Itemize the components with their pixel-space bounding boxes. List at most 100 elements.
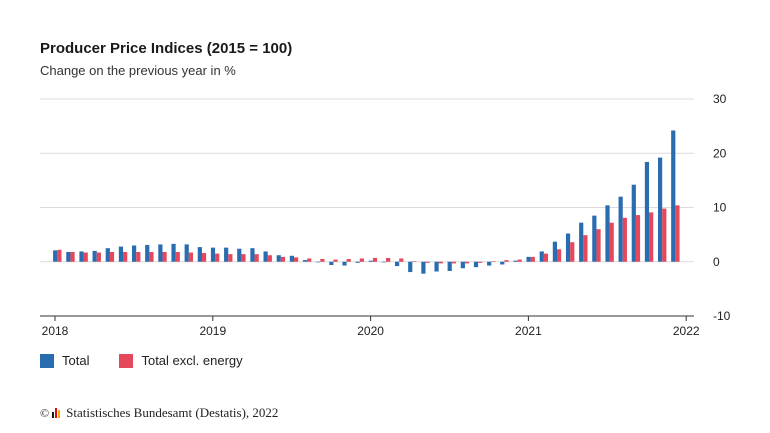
copyright-symbol: ©	[40, 405, 50, 420]
bar-total-excl-energy	[175, 251, 180, 262]
legend-item-excl-energy[interactable]: Total excl. energy	[119, 353, 243, 368]
bar-total	[395, 261, 400, 267]
bar-total	[579, 222, 584, 262]
legend-label-excl-energy: Total excl. energy	[141, 353, 243, 368]
bar-total-excl-energy	[649, 212, 654, 262]
x-tick-label: 2019	[199, 324, 226, 338]
legend-label-total: Total	[62, 353, 90, 368]
y-tick-label: 30	[713, 92, 727, 106]
bar-total-excl-energy	[491, 261, 496, 262]
bar-total-excl-energy	[399, 258, 404, 262]
bar-total-excl-energy	[201, 253, 207, 262]
bar-total-excl-energy	[478, 261, 483, 263]
x-tick-label: 2021	[515, 324, 542, 338]
bar-total-excl-energy	[241, 254, 246, 262]
bar-total-excl-energy	[570, 242, 575, 262]
bar-total-excl-energy	[254, 254, 259, 262]
bar-total	[53, 250, 58, 262]
bar-total	[618, 196, 623, 262]
bar-total-excl-energy	[386, 257, 391, 262]
bar-total	[644, 161, 650, 262]
destatis-logo-icon	[52, 408, 61, 418]
legend-swatch-total	[40, 353, 54, 368]
bar-total-excl-energy	[162, 251, 167, 262]
bar-total	[210, 247, 216, 262]
bar-total-excl-energy	[136, 251, 141, 262]
bar-total	[276, 255, 281, 262]
bar-total	[105, 248, 110, 262]
bar-total	[171, 243, 176, 262]
legend: Total Total excl. energy	[40, 353, 273, 368]
bar-total	[592, 215, 597, 262]
bar-total	[79, 251, 84, 262]
bar-total-excl-energy	[123, 251, 128, 262]
bar-total	[565, 233, 571, 262]
bar-total	[460, 261, 465, 269]
bar-total-excl-energy	[149, 251, 154, 262]
bar-total-excl-energy	[517, 259, 522, 262]
legend-item-total[interactable]: Total	[40, 353, 89, 368]
bar-total	[487, 261, 492, 266]
bar-total-excl-energy	[57, 249, 62, 262]
bar-total	[132, 245, 137, 262]
bar-total	[408, 261, 413, 273]
bar-total	[421, 261, 426, 274]
bar-total-excl-energy	[307, 258, 312, 262]
bar-total	[368, 260, 373, 262]
bar-total-excl-energy	[504, 260, 509, 262]
bar-total	[500, 261, 505, 265]
bar-total	[302, 260, 308, 262]
bar-total	[473, 261, 479, 268]
bar-total	[605, 205, 610, 262]
bar-total	[184, 244, 189, 262]
bar-total	[552, 241, 557, 262]
bar-total	[342, 261, 347, 266]
bar-total	[289, 255, 294, 262]
bar-total	[66, 251, 71, 262]
bar-total-excl-energy	[320, 259, 325, 262]
x-tick-label: 2018	[42, 324, 69, 338]
bar-total-excl-energy	[267, 255, 272, 262]
bar-total	[237, 248, 242, 262]
bar-total-excl-energy	[333, 259, 338, 262]
bar-total-excl-energy	[438, 261, 443, 264]
bar-total-excl-energy	[188, 252, 193, 262]
bar-total-excl-energy	[675, 205, 680, 262]
bar-total	[658, 157, 663, 262]
bar-total-excl-energy	[359, 258, 364, 262]
bar-total-excl-energy	[464, 261, 470, 264]
bar-total	[434, 261, 439, 272]
bar-total-excl-energy	[451, 261, 456, 264]
bar-total	[224, 247, 229, 262]
bar-total	[250, 248, 255, 262]
y-tick-label: -10	[713, 309, 731, 323]
y-tick-label: 0	[713, 255, 720, 269]
bar-total	[197, 247, 202, 262]
bar-total	[539, 251, 544, 262]
bar-total-excl-energy	[412, 261, 417, 262]
bar-total	[118, 246, 124, 262]
bar-total-excl-energy	[109, 251, 115, 262]
bar-total-excl-energy	[228, 254, 233, 262]
bar-total-excl-energy	[280, 256, 286, 262]
bar-total	[316, 261, 321, 263]
bar-total	[447, 261, 452, 271]
bar-total-excl-energy	[583, 235, 588, 262]
bar-total-excl-energy	[215, 253, 220, 262]
bar-total	[381, 261, 387, 263]
bar-total	[158, 244, 163, 262]
bar-total	[513, 260, 518, 262]
chart-subtitle: Change on the previous year in %	[40, 63, 236, 78]
bar-total-excl-energy	[294, 257, 299, 262]
bar-total-excl-energy	[83, 252, 88, 262]
bar-total-excl-energy	[372, 257, 378, 262]
bar-total-excl-energy	[622, 217, 627, 262]
bar-total-excl-energy	[530, 256, 535, 262]
y-tick-label: 10	[713, 201, 727, 215]
bar-total-excl-energy	[70, 251, 75, 262]
bar-total	[145, 244, 150, 262]
source-text: Statistisches Bundesamt (Destatis), 2022	[66, 405, 279, 420]
bar-total	[355, 261, 360, 263]
bar-total-excl-energy	[609, 222, 614, 262]
